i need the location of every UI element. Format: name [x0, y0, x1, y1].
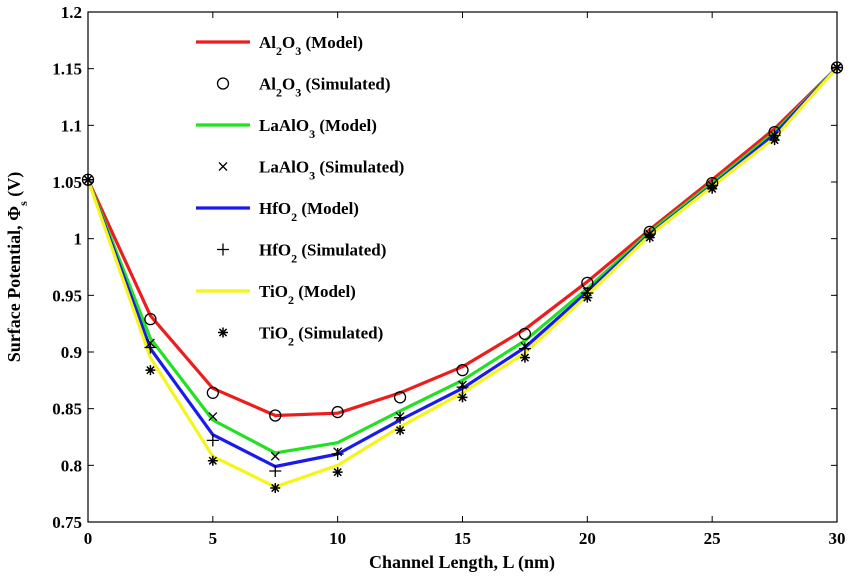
y-tick-label: 1.2: [61, 3, 82, 22]
data-point-asterisk: [519, 352, 530, 363]
legend-label: LaAlO3 (Simulated): [259, 158, 404, 183]
data-point-circle: [269, 409, 282, 422]
legend-label: TiO2 (Simulated): [259, 324, 383, 349]
data-point-x: [270, 451, 280, 461]
y-tick-label: 0.9: [61, 343, 82, 362]
y-tick-label: 1.05: [52, 173, 82, 192]
data-point-asterisk: [83, 174, 93, 185]
data-point-plus: [269, 465, 282, 477]
legend-label: HfO2 (Model): [259, 199, 359, 224]
legend-label: HfO2 (Simulated): [259, 241, 386, 266]
data-point-asterisk: [270, 483, 281, 493]
y-tick-label: 1.15: [52, 60, 82, 79]
legend-marker-circle: [216, 77, 230, 90]
x-tick-label: 25: [704, 529, 721, 548]
data-point-asterisk: [832, 62, 842, 73]
series-markers-tio2-simulated: [83, 62, 842, 493]
legend-item: TiO2 (Model): [196, 282, 356, 307]
data-point-asterisk: [707, 183, 718, 194]
data-point-asterisk: [644, 232, 655, 243]
y-tick-label: 0.75: [52, 513, 82, 532]
x-tick-label: 20: [579, 529, 596, 548]
x-tick-label: 0: [84, 529, 93, 548]
data-point-x: [208, 412, 218, 422]
legend-item: LaAlO3 (Model): [196, 116, 377, 141]
legend-item: HfO2 (Simulated): [217, 241, 386, 266]
legend-marker-asterisk: [218, 327, 228, 338]
data-point-plus: [518, 342, 531, 355]
x-axis-label: Channel Length, L (nm): [369, 552, 555, 573]
data-point-circle: [144, 312, 157, 326]
legend: Al2O3 (Model) Al2O3 (Simulated) LaAlO3 (Mo…: [196, 33, 404, 349]
x-tick-label: 5: [209, 529, 218, 548]
x-axis-ticks: 0 5 10 15 20 25 30: [84, 12, 846, 548]
data-point-asterisk: [457, 392, 468, 403]
plot-area: [87, 11, 838, 523]
data-point-asterisk: [145, 365, 156, 376]
y-tick-label: 0.95: [52, 286, 82, 305]
legend-item: Al2O3 (Simulated): [216, 75, 390, 100]
x-tick-label: 10: [329, 529, 346, 548]
legend-label: LaAlO3 (Model): [259, 116, 377, 141]
legend-label: Al2O3 (Model): [259, 33, 363, 58]
legend-marker-plus: [217, 243, 229, 256]
data-point-circle: [456, 363, 469, 377]
data-point-asterisk: [395, 425, 406, 436]
y-tick-label: 0.85: [52, 400, 82, 419]
data-point-plus: [144, 341, 157, 354]
series-markers: [81, 61, 844, 493]
x-tick-label: 30: [829, 529, 846, 548]
data-point-asterisk: [207, 455, 218, 466]
data-point-circle: [331, 405, 344, 419]
data-point-circle: [206, 386, 219, 399]
legend-item: LaAlO3 (Simulated): [218, 158, 404, 183]
legend-marker-x: [218, 162, 228, 171]
y-tick-label: 1: [74, 230, 83, 249]
y-axis-ticks: 0.75 0.8 0.85 0.9 0.95 1 1.05 1.1 1.15 1.2: [52, 3, 837, 532]
data-point-plus: [394, 411, 407, 424]
y-tick-label: 0.8: [61, 456, 82, 475]
data-point-asterisk: [582, 292, 593, 303]
data-point-asterisk: [769, 135, 780, 146]
legend-label: Al2O3 (Simulated): [259, 75, 390, 100]
data-point-plus: [456, 381, 469, 394]
y-axis-label: Surface Potential, Φs (V): [4, 172, 30, 363]
data-point-asterisk: [332, 467, 343, 478]
legend-item: TiO2 (Simulated): [218, 324, 383, 349]
data-point-plus: [206, 434, 219, 447]
y-tick-label: 1.1: [61, 116, 82, 135]
x-tick-label: 15: [454, 529, 471, 548]
legend-item: HfO2 (Model): [196, 199, 359, 224]
data-point-circle: [518, 327, 532, 341]
legend-item: Al2O3 (Model): [196, 33, 363, 58]
legend-label: TiO2 (Model): [259, 282, 356, 307]
data-point-plus: [331, 448, 344, 460]
data-point-circle: [393, 391, 407, 404]
